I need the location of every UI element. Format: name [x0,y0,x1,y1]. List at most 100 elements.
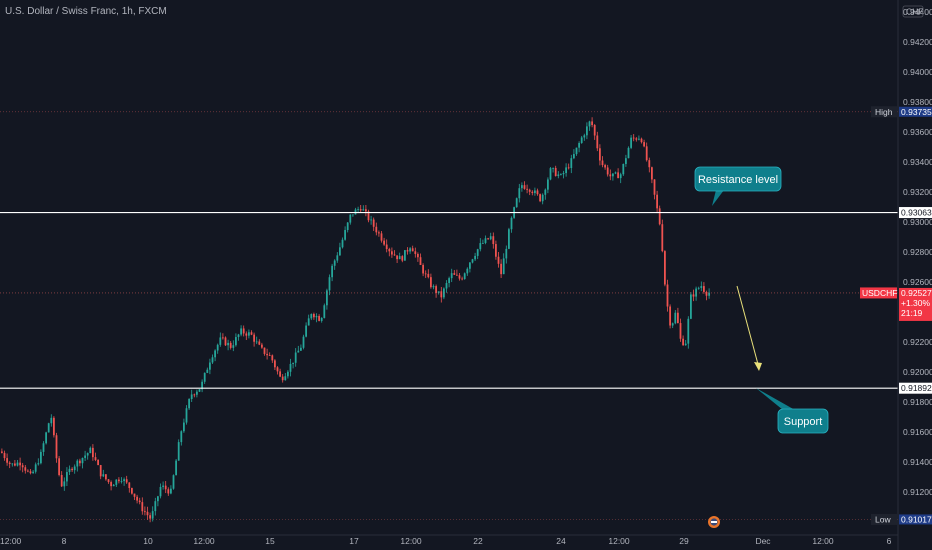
candle [16,460,19,467]
candle [570,154,573,174]
candlestick-series [1,117,710,523]
y-tick-label: 0.91600 [903,427,932,437]
candle [339,242,341,256]
candle [357,206,359,213]
candle [138,497,141,505]
candle [63,477,66,491]
candle [47,422,50,433]
candle [94,452,97,462]
resistance-price-tag: 0.93063 [899,207,932,219]
candle [346,222,349,233]
svg-text:USDCHF: USDCHF [862,288,897,298]
candle [188,398,190,411]
y-tick-label: 0.93000 [903,217,932,227]
candle [450,268,453,283]
candle [591,117,593,128]
candle [222,333,224,340]
candle [229,341,232,350]
y-tick-label: 0.92000 [903,367,932,377]
support-price-tag: 0.91892 [899,382,932,394]
candle [427,269,430,279]
candle [110,480,112,491]
candle [196,389,198,398]
candle [175,458,177,476]
candle [172,474,175,490]
time-axis: 12:00 8 10 12:00 15 17 12:00 22 24 12:00 29 Dec 12:0… [0,534,898,546]
candle [159,483,162,499]
candle [604,163,606,170]
y-tick-label: 0.94000 [903,67,932,77]
candle [89,446,92,454]
symbol-tag: USDCHF [860,287,897,299]
level-lines: High Low USDCHF [0,106,898,525]
candle [66,467,68,486]
candle [255,336,258,345]
candle [531,190,534,196]
candle [632,134,635,142]
candle [380,231,383,243]
candle [128,482,131,493]
candle [666,279,669,312]
candle [622,163,625,176]
currency-badge[interactable]: CHF [902,5,923,18]
candle [331,263,333,282]
y-tick-label: 0.93400 [903,157,932,167]
y-tick-label: 0.93600 [903,127,932,137]
x-tick-label: 12:00 [608,536,630,546]
candle [489,232,492,241]
candle [606,164,609,177]
candle [310,313,313,321]
candle [679,318,682,342]
candle [206,367,209,374]
support-callout[interactable]: Support [756,388,829,434]
resistance-callout[interactable]: Resistance level [694,166,782,206]
candle [526,184,528,194]
candle [37,458,40,466]
candle [71,467,73,473]
high-price-tag: 0.93735 [899,106,932,117]
candle [190,389,193,403]
x-tick-label: 29 [679,536,689,546]
candle [677,307,679,324]
candle [281,374,284,383]
candle [118,477,120,484]
candle [68,465,71,475]
candle [300,344,302,352]
candle [453,270,456,275]
candle [84,450,86,462]
x-tick-label: 24 [556,536,566,546]
candle [235,333,237,347]
candle [463,272,466,280]
svg-text:0.93063: 0.93063 [901,208,932,218]
candle [359,204,362,213]
projection-arrow[interactable] [736,285,762,371]
candle [684,340,687,346]
economic-event-icon[interactable] [708,516,720,528]
candle [625,154,627,167]
candle [440,286,443,303]
candle [8,461,11,469]
candle [53,416,55,438]
y-tick-label: 0.94400 [903,7,932,17]
candle [60,471,63,488]
candle [544,188,547,200]
candle [406,247,409,255]
candle [479,238,482,252]
candle [136,494,138,504]
candle [271,354,274,363]
candle [404,250,406,261]
symbol-title: U.S. Dollar / Swiss Franc, 1h, FXCM [5,6,167,17]
x-tick-label: 12:00 [193,536,215,546]
candle [391,247,393,258]
candle [292,362,294,369]
candle [372,217,375,231]
candle [177,439,180,461]
candle [601,156,604,168]
y-tick-label: 0.92800 [903,247,932,257]
candle [609,169,612,181]
candle [253,332,255,347]
low-price-tag: 0.91017 [899,514,932,525]
x-tick-label: 17 [349,536,359,546]
candle [708,288,710,299]
